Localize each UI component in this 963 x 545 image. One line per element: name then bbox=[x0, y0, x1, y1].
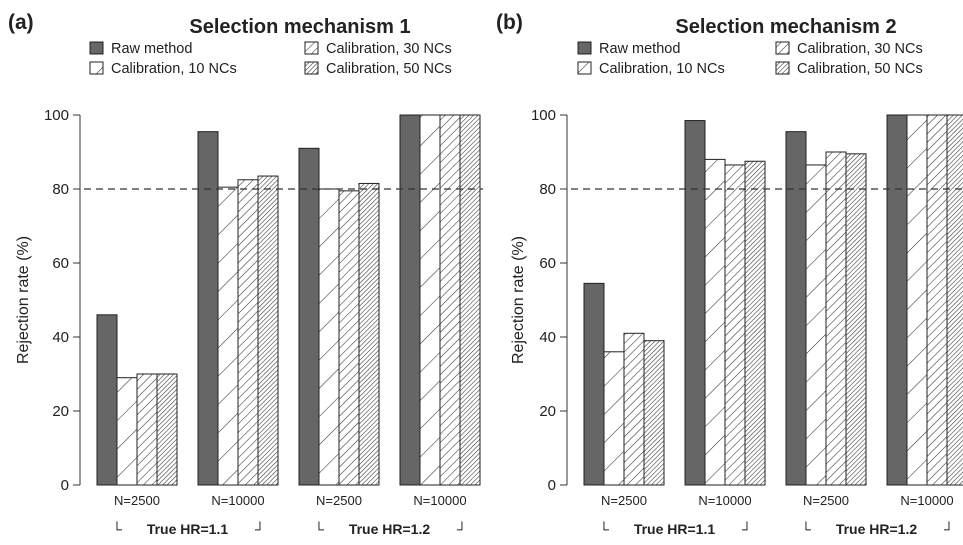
y-tick-label: 20 bbox=[539, 403, 556, 420]
bar-2-0 bbox=[298, 147, 320, 486]
bar-1-1 bbox=[704, 158, 726, 486]
group-label: True HR=1.2 bbox=[349, 521, 431, 537]
y-tick-label: 20 bbox=[52, 403, 69, 420]
bar-2-2 bbox=[825, 151, 847, 486]
x-tick-label: N=2500 bbox=[601, 493, 647, 508]
bar-1-0 bbox=[684, 120, 706, 486]
bar-2-0 bbox=[785, 131, 807, 486]
group-label-1: └ True HR=1.2 ┘ bbox=[314, 521, 467, 537]
bar-2-3 bbox=[358, 182, 380, 486]
bar-0-1 bbox=[116, 377, 138, 486]
legend-label-0: Raw method bbox=[111, 41, 192, 57]
legend-label-3: Calibration, 50 NCs bbox=[326, 61, 452, 77]
bar-1-2 bbox=[237, 179, 259, 486]
bar-3-1 bbox=[906, 114, 928, 486]
bar-1-0 bbox=[197, 131, 219, 486]
group-bracket-right: ┘ bbox=[456, 521, 467, 537]
bar-2-1 bbox=[318, 188, 340, 486]
group-label: True HR=1.2 bbox=[836, 521, 918, 537]
group-bracket-left: └ bbox=[314, 521, 324, 537]
group-label: True HR=1.1 bbox=[634, 521, 716, 537]
x-tick-label: N=10000 bbox=[900, 493, 953, 508]
x-tick-label: N=10000 bbox=[211, 493, 264, 508]
group-label-0: └ True HR=1.1 ┘ bbox=[599, 521, 752, 537]
panel-a: (a) Selection mechanism 1 Raw method Calibr… bbox=[8, 11, 483, 537]
chart-title: Selection mechanism 2 bbox=[675, 16, 896, 38]
legend-swatch-1 bbox=[577, 61, 592, 75]
panel-b: (b) Selection mechanism 2 Raw method Calibr… bbox=[496, 11, 963, 537]
group-bracket-right: ┘ bbox=[254, 521, 265, 537]
legend-swatch-2 bbox=[304, 41, 319, 55]
legend-swatch-0 bbox=[89, 41, 104, 55]
bar-1-2 bbox=[724, 164, 746, 486]
x-tick-label: N=2500 bbox=[803, 493, 849, 508]
group-label-1: └ True HR=1.2 ┘ bbox=[801, 521, 954, 537]
y-tick-label: 100 bbox=[44, 107, 69, 124]
x-tick-label: N=2500 bbox=[114, 493, 160, 508]
x-tick-label: N=10000 bbox=[698, 493, 751, 508]
group-bracket-right: ┘ bbox=[943, 521, 954, 537]
legend-label-1: Calibration, 10 NCs bbox=[599, 61, 725, 77]
y-tick-label: 80 bbox=[52, 181, 69, 198]
y-tick-label: 0 bbox=[61, 477, 69, 494]
bar-3-0 bbox=[886, 114, 908, 486]
y-tick-label: 0 bbox=[548, 477, 556, 494]
y-tick-label: 60 bbox=[52, 255, 69, 272]
bar-0-0 bbox=[583, 282, 605, 486]
y-tick-label: 40 bbox=[539, 329, 556, 346]
bar-2-1 bbox=[805, 164, 827, 486]
bar-1-3 bbox=[744, 160, 766, 486]
legend-swatch-3 bbox=[304, 61, 319, 75]
x-tick-label: N=10000 bbox=[413, 493, 466, 508]
y-axis: 0 20 40 60 80 100 bbox=[44, 107, 81, 494]
bar-1-3 bbox=[257, 175, 279, 486]
bar-0-3 bbox=[643, 340, 665, 486]
bar-3-0 bbox=[399, 114, 421, 486]
bar-2-2 bbox=[338, 190, 360, 486]
bar-2-3 bbox=[845, 153, 867, 486]
x-tick-label: N=2500 bbox=[316, 493, 362, 508]
legend-swatch-2 bbox=[775, 41, 790, 55]
bar-3-3 bbox=[459, 114, 481, 486]
y-tick-label: 60 bbox=[539, 255, 556, 272]
legend-label-0: Raw method bbox=[599, 41, 680, 57]
y-tick-label: 80 bbox=[539, 181, 556, 198]
panel-label: (a) bbox=[8, 11, 34, 34]
legend-swatch-0 bbox=[577, 41, 592, 55]
bar-3-3 bbox=[946, 114, 963, 486]
group-label-0: └ True HR=1.1 ┘ bbox=[112, 521, 265, 537]
group-bracket-left: └ bbox=[112, 521, 122, 537]
panel-label: (b) bbox=[496, 11, 523, 34]
y-axis-label: Rejection rate (%) bbox=[510, 236, 527, 364]
bar-0-2 bbox=[136, 373, 158, 486]
y-axis-label: Rejection rate (%) bbox=[15, 236, 32, 364]
legend-label-3: Calibration, 50 NCs bbox=[797, 61, 923, 77]
bars bbox=[96, 114, 481, 486]
y-tick-label: 100 bbox=[531, 107, 556, 124]
legend-swatch-3 bbox=[775, 61, 790, 75]
legend: Raw method Calibration, 10 NCs Calibration… bbox=[577, 41, 923, 77]
group-bracket-left: └ bbox=[599, 521, 609, 537]
legend-label-2: Calibration, 30 NCs bbox=[797, 41, 923, 57]
bars bbox=[583, 114, 963, 486]
bar-3-2 bbox=[926, 114, 948, 486]
bar-3-2 bbox=[439, 114, 461, 486]
group-label: True HR=1.1 bbox=[147, 521, 229, 537]
legend-swatch-1 bbox=[89, 61, 104, 75]
y-axis: 0 20 40 60 80 100 bbox=[531, 107, 568, 494]
group-bracket-right: ┘ bbox=[741, 521, 752, 537]
bar-0-2 bbox=[623, 332, 645, 486]
y-tick-label: 40 bbox=[52, 329, 69, 346]
legend: Raw method Calibration, 10 NCs Calibration… bbox=[89, 41, 452, 77]
bar-0-3 bbox=[156, 373, 178, 486]
bar-3-1 bbox=[419, 114, 441, 486]
chart-title: Selection mechanism 1 bbox=[189, 16, 410, 38]
legend-label-2: Calibration, 30 NCs bbox=[326, 41, 452, 57]
group-bracket-left: └ bbox=[801, 521, 811, 537]
legend-label-1: Calibration, 10 NCs bbox=[111, 61, 237, 77]
bar-0-1 bbox=[603, 351, 625, 486]
bar-0-0 bbox=[96, 314, 118, 486]
bar-1-1 bbox=[217, 186, 239, 486]
